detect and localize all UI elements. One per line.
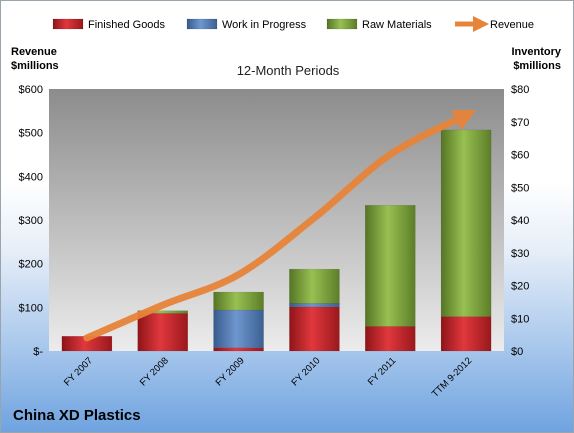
right-tick-label: $0 [511, 346, 523, 358]
legend-label: Finished Goods [88, 19, 166, 31]
left-tick-label: $300 [19, 215, 43, 227]
bar-segment [364, 205, 416, 327]
bar-segment [213, 347, 264, 352]
right-tick-label: $60 [511, 150, 529, 162]
x-tick-label: FY 2009 [214, 355, 247, 388]
x-tick-label: FY 2011 [366, 355, 399, 388]
x-tick-label: FY 2007 [62, 355, 95, 388]
right-tick-label: $70 [511, 117, 529, 129]
bar-segment [213, 291, 264, 311]
right-tick-label: $80 [511, 84, 529, 96]
x-tick-label: TTM 9-2012 [430, 355, 474, 399]
legend-label: Work in Progress [222, 19, 307, 31]
left-tick-label: $500 [19, 128, 43, 140]
right-axis-title-line2: $millions [513, 60, 561, 72]
bar-segment [213, 309, 264, 348]
right-axis-title: Inventory $millions [511, 45, 561, 73]
right-axis-title-line1: Inventory [511, 46, 561, 58]
bar-segment [364, 326, 416, 352]
bar-segment [289, 268, 340, 304]
bar-segment [440, 129, 492, 317]
x-tick-label: FY 2008 [138, 355, 171, 388]
left-axis-title-line1: Revenue [11, 46, 57, 58]
right-tick-label: $40 [511, 215, 529, 227]
right-tick-label: $20 [511, 281, 529, 293]
legend-label: Revenue [490, 19, 534, 31]
bar-segment [137, 313, 189, 352]
legend: Finished Goods Work in Progress Raw Materi… [52, 15, 534, 33]
legend-swatch [52, 18, 84, 30]
left-tick-label: $600 [19, 84, 43, 96]
left-axis-title-line2: $millions [11, 60, 59, 72]
right-tick-label: $30 [511, 248, 529, 260]
bar-segment [289, 303, 340, 308]
left-tick-label: $100 [19, 302, 43, 314]
left-axis-title: Revenue $millions [11, 45, 59, 73]
bar-segment [289, 306, 340, 352]
x-tick-label: FY 2010 [289, 355, 322, 388]
revenue-series [83, 110, 477, 342]
left-axis: $- $100 $200 $300 $400 $500 $600 [19, 84, 44, 358]
right-tick-label: $10 [511, 313, 529, 325]
left-tick-label: $400 [19, 171, 43, 183]
chart-subtitle: 12-Month Periods [236, 63, 340, 78]
legend-label: Raw Materials [362, 19, 432, 31]
bar-segment [440, 316, 492, 352]
bars [61, 129, 492, 352]
left-tick-label: $200 [19, 259, 43, 271]
x-axis: FY 2007 FY 2008 FY 2009 FY 2010 FY 2011 TTM 9… [62, 355, 474, 399]
right-axis: $0 $10 $20 $30 $40 $50 $60 $70 $80 [511, 84, 529, 358]
right-tick-label: $50 [511, 182, 529, 194]
legend-swatch [326, 18, 358, 30]
legend-swatch [186, 18, 218, 30]
left-tick-label: $- [33, 346, 43, 358]
revenue-line [83, 110, 477, 342]
company-name: China XD Plastics [13, 407, 141, 424]
